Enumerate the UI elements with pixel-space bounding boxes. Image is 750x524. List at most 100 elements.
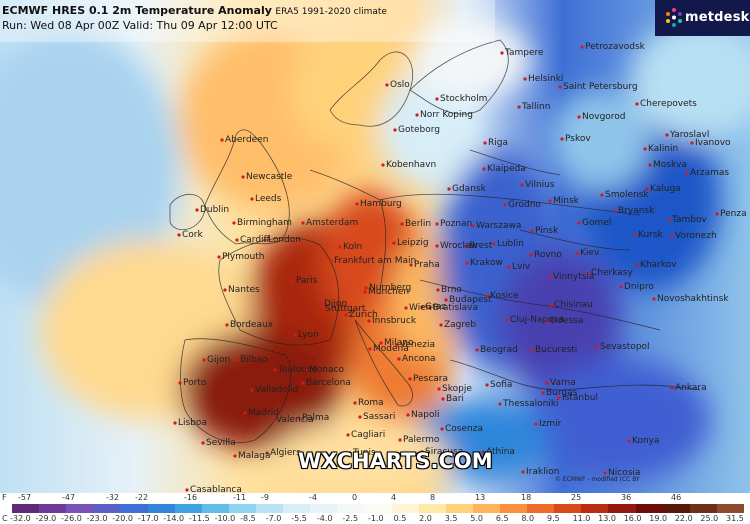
city-label: Valencia [276, 415, 314, 425]
city-label: Bordeaux [230, 320, 274, 330]
city-label: Bryansk [618, 206, 655, 216]
city-marker [685, 171, 689, 175]
city-marker [355, 202, 359, 206]
city-marker [548, 275, 552, 279]
celsius-tick-label: -8.5 [240, 514, 256, 523]
city-marker [521, 470, 525, 474]
city-label: Malaga [238, 451, 271, 461]
city-label: Kursk [638, 230, 663, 240]
city-label: Pescara [413, 374, 449, 384]
fahrenheit-tick-label: 18 [521, 493, 532, 502]
city-label: Tambov [672, 215, 707, 225]
city-marker [557, 396, 561, 400]
city-marker [580, 45, 584, 49]
colorbar-swatch [93, 504, 121, 513]
city-marker [297, 416, 301, 420]
colorbar-swatch [716, 504, 744, 513]
celsius-tick-label: -7.0 [265, 514, 282, 523]
colorbar-swatch [581, 504, 609, 513]
city-label: Voronezh [675, 231, 717, 241]
fahrenheit-tick-label: -57 [18, 493, 32, 502]
brand-name: metdesk [685, 10, 750, 25]
city-label: Thessaloniki [503, 399, 559, 409]
city-label: Sassari [363, 412, 396, 422]
city-label: Frankfurt am Main [334, 256, 417, 266]
city-label: Kaluga [650, 184, 681, 194]
city-marker [364, 286, 368, 290]
city-label: Kosice [490, 291, 519, 301]
city-label: Penza [720, 209, 747, 219]
city-marker [409, 263, 413, 267]
city-marker [690, 141, 694, 145]
city-label: Saint Petersburg [563, 82, 638, 92]
celsius-tick-label: -29.0 [35, 514, 57, 523]
city-marker [437, 387, 441, 391]
city-marker [408, 377, 412, 381]
city-marker [627, 439, 631, 443]
city-label: Roma [358, 398, 384, 408]
celsius-tick-label: -20.0 [112, 514, 133, 523]
city-marker [195, 208, 199, 212]
city-marker [291, 279, 295, 283]
city-marker [435, 222, 439, 226]
city-label: Cardiff [240, 235, 270, 245]
city-marker [485, 383, 489, 387]
city-label: Ancona [402, 354, 436, 364]
colorbar-swatch [554, 504, 582, 513]
city-label: Dijon [324, 299, 348, 309]
watermark: WXCHARTS.COM [298, 449, 493, 473]
city-label: Pskov [565, 134, 591, 144]
city-label: Goteborg [398, 125, 441, 135]
city-label: Chisinau [554, 300, 593, 310]
fahrenheit-tick-label: -9 [261, 493, 269, 502]
city-label: Barcelona [306, 378, 351, 388]
city-label: Valladolid [255, 385, 299, 395]
city-marker [529, 253, 533, 257]
city-marker [505, 318, 509, 322]
city-marker [530, 229, 534, 233]
city-marker [178, 381, 182, 385]
city-marker [223, 288, 227, 292]
city-label: Kiev [580, 248, 600, 258]
city-marker [428, 306, 432, 310]
city-label: Istanbul [562, 393, 599, 403]
colorbar-swatch [147, 504, 175, 513]
city-label: Vilnius [525, 180, 555, 190]
city-marker [301, 381, 305, 385]
city-marker [534, 422, 538, 426]
city-marker [471, 224, 475, 228]
colorbar-swatch [608, 504, 636, 513]
colorbar-swatch [283, 504, 311, 513]
city-marker [520, 183, 524, 187]
colorbar-swatch [120, 504, 148, 513]
celsius-tick-label: 11.0 [572, 514, 591, 523]
city-label: Aberdeen [225, 135, 269, 145]
city-label: Porto [183, 378, 207, 388]
city-marker [381, 163, 385, 167]
city-marker [715, 212, 719, 216]
colorbar-swatch [364, 504, 392, 513]
city-marker [517, 105, 521, 109]
city-label: Tunis [353, 448, 376, 458]
colorbar-swatch [228, 504, 256, 513]
colorbar-swatch [337, 504, 365, 513]
city-marker [545, 381, 549, 385]
chart-title-line: ECMWF HRES 0.1 2m Temperature Anomaly ER… [2, 4, 387, 17]
city-label: Skopje [442, 384, 472, 394]
city-marker [435, 244, 439, 248]
city-marker [464, 244, 468, 248]
city-marker [577, 221, 581, 225]
city-label: Leeds [255, 194, 282, 204]
city-marker [397, 357, 401, 361]
city-marker [363, 290, 367, 294]
city-label: Stuttgart [325, 304, 366, 314]
city-marker [348, 451, 352, 455]
fahrenheit-tick-label: -11 [233, 493, 247, 502]
city-label: Kalinin [648, 144, 679, 154]
city-label: Klaipeda [487, 164, 526, 174]
celsius-tick-label: -23.0 [86, 514, 108, 523]
city-label: Yaroslavl [670, 130, 710, 140]
city-marker [439, 323, 443, 327]
chart-climate-note: ERA5 1991-2020 climate [275, 7, 387, 17]
